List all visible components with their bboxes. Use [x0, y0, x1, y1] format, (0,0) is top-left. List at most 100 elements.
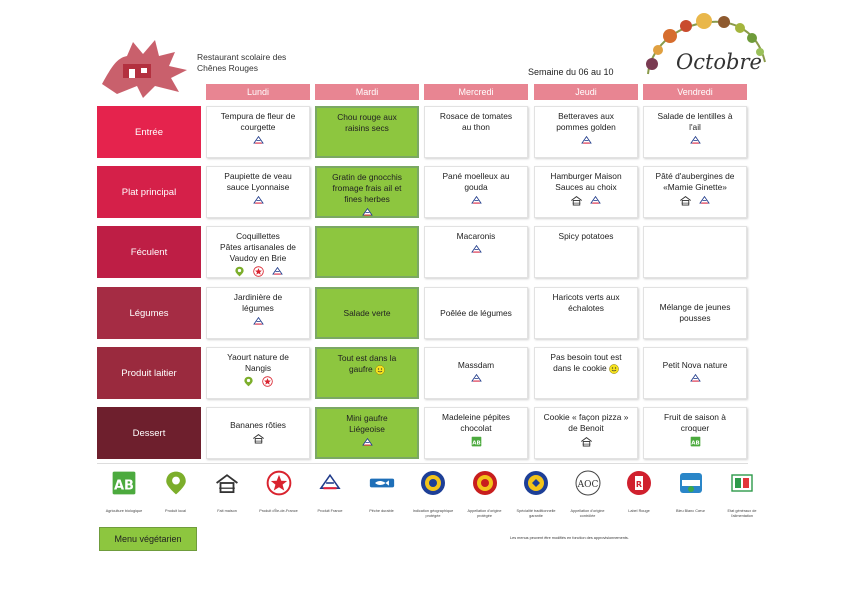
legend-label: Fait maison — [217, 509, 237, 513]
dish-labels — [570, 195, 602, 209]
dish-labels — [252, 135, 265, 149]
legend-label: Bleu Blanc Cœur — [676, 509, 705, 513]
menu-cell: Pâté d'aubergines de «Mamie Ginette» — [643, 166, 747, 218]
ab-icon: AB — [470, 436, 483, 450]
dish-text: Petit Nova nature — [662, 359, 728, 370]
menu-cell: Spicy potatoes — [534, 226, 638, 278]
local-pin-icon — [233, 266, 246, 280]
dish-text: Nangis — [244, 363, 272, 373]
star-icon — [261, 376, 274, 390]
dish-text: fromage frais ail et — [332, 183, 402, 193]
france-label-icon — [252, 135, 265, 149]
menu-cell: Yaourt nature de Nangis — [206, 347, 310, 399]
dish-labels — [470, 244, 483, 258]
dish-text: échalotes — [568, 303, 604, 313]
dish-labels — [580, 135, 593, 149]
smiley-icon — [609, 363, 619, 374]
menu-cell — [643, 226, 747, 278]
dish-text: Yaourt nature de — [227, 352, 289, 362]
menu-cell: Pané moelleux au gouda — [424, 166, 528, 218]
ab-icon: AB — [99, 470, 149, 501]
bleu-blanc-coeur-icon — [666, 470, 716, 501]
legend-label: Label Rouge — [628, 509, 650, 513]
dish-text: gouda — [464, 182, 488, 192]
dish-labels — [361, 207, 374, 221]
dish-text: chocolat — [460, 423, 492, 433]
france-label-icon — [689, 135, 702, 149]
dish-text: Pas besoin tout est — [550, 352, 622, 362]
menu-cell: Pas besoin tout est dans le cookie — [534, 347, 638, 399]
france-label-icon — [689, 373, 702, 387]
menu-cell: Bananes rôties — [206, 407, 310, 459]
dish-text: Pâtes artisanales de — [220, 242, 296, 252]
star-icon — [252, 266, 265, 280]
menu-cell: Madeleine pépites chocolat AB — [424, 407, 528, 459]
school-name: Restaurant scolaire des Chênes Rouges — [197, 52, 286, 74]
dish-labels — [252, 316, 265, 330]
menu-cell: Tempura de fleur de courgette — [206, 106, 310, 158]
france-label-icon — [470, 195, 483, 209]
dish-labels — [580, 436, 593, 450]
menu-cell: Salade de lentilles à l'ail — [643, 106, 747, 158]
local-pin-icon — [242, 376, 255, 390]
fish-icon — [357, 470, 407, 501]
legend-label: Appellation d'origine contrôlée — [570, 509, 605, 518]
day-header-4: Vendredi — [643, 84, 747, 100]
house-icon — [202, 470, 252, 501]
dish-text: de Benoit — [568, 423, 604, 433]
dish-text: raisins secs — [345, 123, 389, 133]
menu-cell: Mélange de jeunes pousses — [643, 287, 747, 339]
legend-item: Produit d'Île-de-France — [254, 470, 304, 514]
dish-text: Fruit de saison à — [664, 412, 726, 422]
legend-item: Pêche durable — [357, 470, 407, 514]
dish-labels: AB — [470, 436, 483, 450]
dish-text: croquer — [680, 423, 710, 433]
dish-text: pommes golden — [556, 122, 616, 132]
dish-text: Hamburger Maison — [550, 171, 622, 181]
dish-labels — [252, 433, 265, 447]
menu-cell: Coquillettes Pâtes artisanales de Vaudoy e… — [206, 226, 310, 278]
legend-item: Bleu Blanc Cœur — [666, 470, 716, 514]
row-header: Plat principal — [97, 166, 201, 218]
dish-labels — [252, 195, 265, 209]
menu-cell: Paupiette de veau sauce Lyonnaise — [206, 166, 310, 218]
legend: AB Agriculture biologique Produit local Fai… — [97, 463, 756, 554]
house-icon — [252, 433, 265, 447]
dish-labels — [689, 373, 702, 387]
dish-labels — [242, 376, 274, 390]
dish-text: Paupiette de veau — [224, 171, 292, 181]
house-icon — [580, 436, 593, 450]
menu-cell: Massdam — [424, 347, 528, 399]
legend-item: R Label Rouge — [614, 470, 664, 514]
france-label-icon — [305, 470, 355, 501]
dish-text: légumes — [242, 303, 274, 313]
dish-text: pousses — [679, 313, 711, 323]
menu-cell: Macaronis — [424, 226, 528, 278]
menu-cell: Haricots verts aux échalotes — [534, 287, 638, 339]
dish-labels — [470, 373, 483, 387]
menu-cell: Jardinière de légumes — [206, 287, 310, 339]
dish-text: Cookie « façon pizza » — [543, 412, 629, 422]
school-name-line1: Restaurant scolaire des — [197, 52, 287, 62]
month-title: Octobre — [676, 50, 762, 74]
dish-text: Tempura de fleur de — [220, 111, 296, 121]
dish-text: courgette — [240, 122, 276, 132]
vegetarian-menu-badge: Menu végétarien — [99, 527, 197, 551]
row-header: Dessert — [97, 407, 201, 459]
legend-label: Appellation d'origine protégée — [467, 509, 502, 518]
france-label-icon — [271, 266, 284, 280]
legend-label: Spécialité traditionnelle garantie — [516, 509, 556, 518]
dish-text: Rosace de tomates — [439, 111, 513, 121]
aop-icon — [460, 470, 510, 501]
dish-labels: AB — [689, 436, 702, 450]
menu-cell: Betteraves aux pommes golden — [534, 106, 638, 158]
france-label-icon — [589, 195, 602, 209]
france-label-icon — [252, 316, 265, 330]
menu-cell: Petit Nova nature — [643, 347, 747, 399]
igp-icon — [408, 470, 458, 501]
france-label-icon — [470, 244, 483, 258]
school-name-line2: Chênes Rouges — [197, 63, 258, 73]
menu-cell: Mini gaufre Liégeoise — [315, 407, 419, 459]
legend-item: Appellation d'origine protégée — [460, 470, 510, 519]
local-pin-icon — [151, 470, 201, 501]
